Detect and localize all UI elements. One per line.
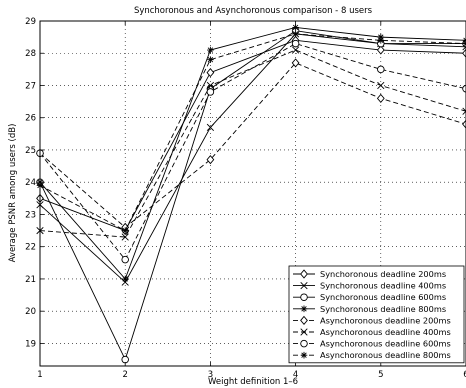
legend-box [288,265,465,364]
x-tick-label: 2 [122,370,127,380]
grid-lines [40,20,466,366]
x-axis-label: Weight definition 1–6 [208,377,298,387]
series-4 [36,24,466,283]
legend-item: Asynchoronous deadline 400ms [293,327,451,337]
data-point [121,275,129,283]
data-point [206,123,215,132]
y-tick-label: 22 [25,243,36,253]
legend-item: Synchoronous deadline 400ms [293,281,446,291]
x-tick-label: 6 [463,370,466,380]
legend-item: Asynchoronous deadline 600ms [293,339,451,349]
series-5 [36,58,466,232]
legend-marker [300,305,308,313]
data-point [206,67,215,78]
series-line [39,26,466,280]
legend-item: Asynchoronous deadline 800ms [293,350,451,360]
data-point [207,56,214,63]
data-point [377,81,385,90]
x-tick-label: 1 [37,370,42,380]
y-tick-label: 21 [25,275,36,285]
plot-frame [39,20,466,367]
legend-label: Asynchoronous deadline 200ms [320,315,451,325]
y-tick-label: 23 [25,210,36,220]
data-point [121,227,129,234]
y-tick-label: 28 [25,49,36,59]
legend-label: Synchoronous deadline 200ms [320,269,446,279]
series-6 [36,46,466,241]
legend-label: Synchoronous deadline 800ms [320,304,446,314]
y-tick-label: 27 [25,81,36,91]
legend-marker [300,293,308,301]
data-point [376,93,385,103]
data-point [206,81,215,90]
data-point [462,107,466,115]
series-7 [36,39,466,264]
legend-label: Synchoronous deadline 600ms [320,292,446,302]
series-line [39,30,466,361]
x-tick-label: 3 [208,370,213,380]
legend: Synchoronous deadline 200ms Synchoronous … [288,265,465,364]
series-line [39,33,466,283]
data-point [292,30,299,38]
data-point [206,88,215,96]
legend-marker [300,328,308,336]
data-point [462,119,466,129]
data-point [377,37,385,44]
series-1 [36,35,466,236]
legend-marker [300,269,308,279]
data-point [291,39,300,48]
y-tick-label: 25 [25,146,36,156]
data-point [291,46,300,54]
x-tick-label: 4 [293,370,298,380]
legend-marker [300,281,308,290]
series-line [39,62,466,228]
y-tick-label: 29 [25,17,36,27]
chart-title: Synchoronous and Asynchoronous compariso… [134,6,373,16]
tick-group: 1234561920212223242526272829 [25,17,466,380]
legend-marker [300,339,308,348]
series-line [39,43,466,261]
data-point [377,65,385,74]
legend-label: Asynchoronous deadline 400ms [320,327,451,337]
y-axis-label: Average PSNR among users (dB) [8,124,18,263]
legend-marker [300,351,308,359]
data-point [206,155,215,165]
y-tick-label: 26 [25,114,36,124]
series-group [36,24,466,364]
series-line [39,39,466,232]
data-point [121,355,129,364]
legend-item: Synchoronous deadline 600ms [293,292,446,302]
data-point [121,255,129,264]
data-point [376,45,385,55]
legend-label: Synchoronous deadline 400ms [320,281,446,291]
data-point [292,24,299,31]
legend-label: Asynchoronous deadline 800ms [320,350,451,360]
legend-marker [300,315,308,325]
legend-item: Synchoronous deadline 200ms [293,269,446,279]
data-point [462,48,466,58]
legend-label: Asynchoronous deadline 600ms [320,339,451,349]
legend-item: Asynchoronous deadline 200ms [293,315,451,325]
y-tick-label: 19 [25,339,36,349]
y-tick-label: 20 [25,307,36,317]
data-point [462,84,466,93]
series-line [39,33,466,232]
y-tick-label: 24 [25,178,36,188]
data-point [291,58,300,68]
data-point [207,46,214,54]
x-tick-label: 5 [378,370,383,380]
data-point [121,233,129,241]
series-line [39,49,466,238]
legend-item: Synchoronous deadline 800ms [293,304,446,314]
